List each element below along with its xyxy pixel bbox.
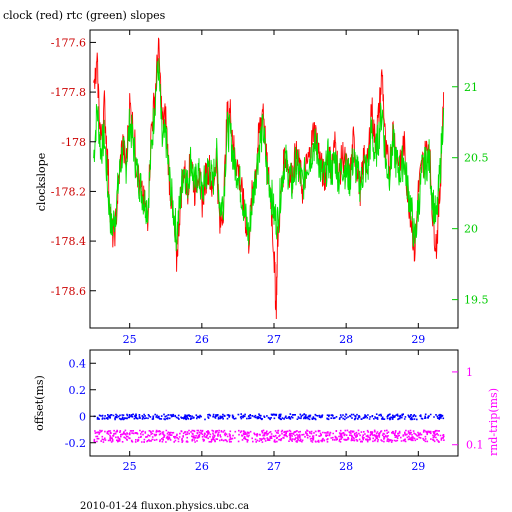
y-tick-label: -0.2 — [65, 437, 86, 450]
y-tick-label: 0 — [79, 410, 86, 423]
y-tick-label: 0.4 — [69, 357, 87, 370]
x-tick-label: 28 — [339, 333, 353, 346]
x-tick-label: 27 — [267, 460, 281, 473]
bottom-axes-ticks: 25 26 27 28 29 0.4 0.2 0 -0.2 1 0.1 — [65, 350, 484, 473]
x-tick-label: 25 — [123, 460, 137, 473]
top-ylabel: clockslope — [35, 153, 48, 211]
x-tick-label: 26 — [195, 460, 209, 473]
bottom-ylabel: offset(ms) — [33, 375, 46, 431]
y-tick-label: 0.2 — [69, 384, 87, 397]
clock-slope-line — [93, 37, 445, 320]
rtc-slope-series — [93, 58, 445, 252]
y-tick-label: -177.6 — [51, 36, 86, 49]
clock-slope-series — [93, 37, 445, 320]
footer-text: 2010-01-24 fluxon.physics.ubc.ca — [80, 501, 249, 512]
x-tick-label: 25 — [123, 333, 137, 346]
x-tick-label: 26 — [195, 333, 209, 346]
x-tick-label: 29 — [411, 460, 425, 473]
bottom-y2label: rnd-trip(ms) — [487, 388, 500, 456]
x-tick-label: 27 — [267, 333, 281, 346]
offset-series — [93, 413, 445, 421]
y2-tick-label: 19.5 — [464, 294, 489, 307]
y2-tick-label: 1 — [466, 366, 473, 379]
x-tick-label: 29 — [411, 333, 425, 346]
offset-points — [93, 413, 445, 421]
y-tick-label: -177.8 — [51, 86, 86, 99]
y-tick-label: -178 — [61, 136, 86, 149]
y2-tick-label: 20.5 — [464, 152, 489, 165]
rndtrip-series — [93, 429, 445, 443]
rndtrip-points — [93, 429, 445, 443]
top-axes-ticks: 25 26 27 28 29 -177.6 -177.8 -178 -178.2 -178.4 -1… — [51, 30, 489, 346]
y-tick-label: -178.4 — [51, 235, 86, 248]
y2-tick-label: 20 — [464, 223, 478, 236]
y2-tick-label: 0.1 — [466, 439, 484, 452]
y2-tick-label: 21 — [464, 81, 478, 94]
chart-title: clock (red) rtc (green) slopes — [3, 9, 166, 22]
rtc-slope-line — [93, 58, 445, 252]
y-tick-label: -178.2 — [51, 185, 86, 198]
x-tick-label: 28 — [339, 460, 353, 473]
y-tick-label: -178.6 — [51, 285, 86, 298]
